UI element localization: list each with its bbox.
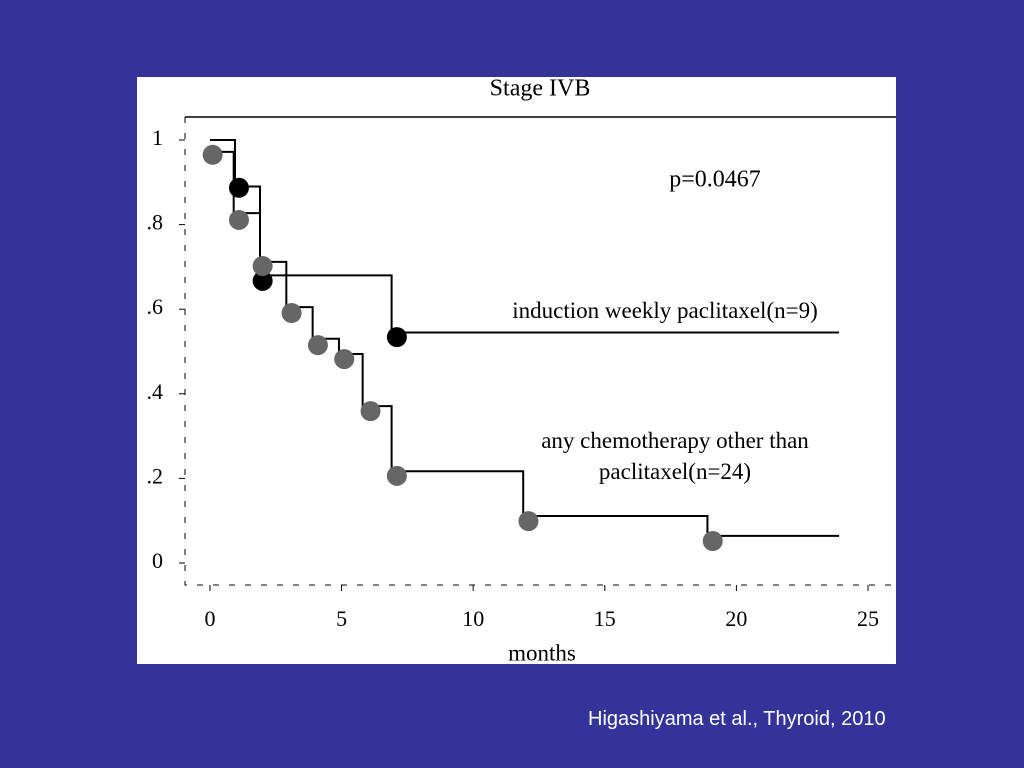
x-tick-label: 0 [205,606,216,631]
x-tick-label: 15 [594,606,616,631]
marker [202,144,223,165]
marker [386,465,407,486]
x-axis-label: months [508,640,576,665]
x-tick-label: 10 [462,606,484,631]
marker [334,349,355,370]
x-tick-label: 20 [725,606,747,631]
marker [228,209,249,230]
x-tick-label: 25 [857,606,879,631]
marker [252,256,273,277]
y-tick-label: 0 [152,548,163,573]
y-tick-label: .8 [147,210,164,235]
marker [386,327,407,348]
axes [184,117,896,586]
y-tick-label: .2 [147,463,164,488]
annotation: p=0.0467 [669,167,761,193]
marker [281,303,302,324]
marker [518,511,539,532]
survival-curve [210,150,840,537]
series-label: any chemotherapy other than paclitaxel(n… [541,428,809,484]
x-tick-label: 5 [336,606,347,631]
y-tick-label: .4 [147,379,164,404]
marker [702,531,723,552]
marker [228,177,249,198]
series-label: induction weekly paclitaxel(n=9) [512,298,818,323]
marker [307,335,328,356]
chart-panel [137,77,896,664]
chart-title: Stage IVB [490,76,591,102]
citation: Higashiyama et al., Thyroid, 2010 [588,708,886,730]
y-tick-label: 1 [152,125,163,150]
marker [252,270,273,291]
marker [360,401,381,422]
y-tick-label: .6 [147,294,164,319]
